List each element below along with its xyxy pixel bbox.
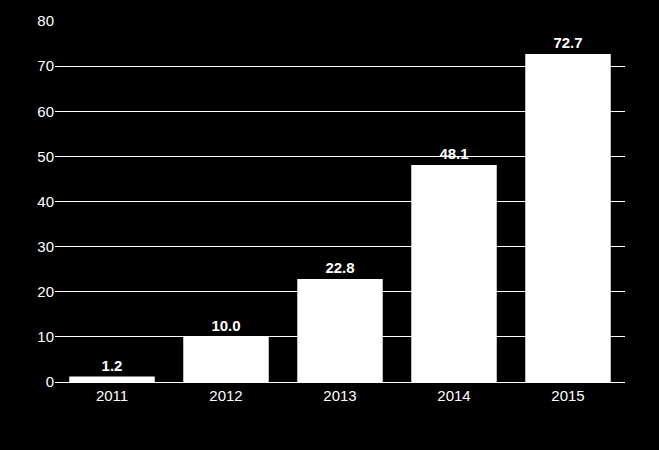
svg-text:40: 40 — [37, 193, 54, 210]
svg-text:2015: 2015 — [551, 387, 584, 404]
svg-text:48.1: 48.1 — [439, 145, 468, 162]
svg-text:60: 60 — [37, 103, 54, 120]
svg-text:72.7: 72.7 — [553, 34, 582, 51]
svg-text:70: 70 — [37, 57, 54, 74]
svg-text:2014: 2014 — [437, 387, 470, 404]
svg-text:50: 50 — [37, 148, 54, 165]
svg-text:20: 20 — [37, 283, 54, 300]
svg-text:10: 10 — [37, 328, 54, 345]
svg-text:10.0: 10.0 — [211, 317, 240, 334]
svg-text:2012: 2012 — [209, 387, 242, 404]
svg-text:22.8: 22.8 — [325, 259, 354, 276]
svg-text:0: 0 — [46, 373, 54, 390]
svg-text:2011: 2011 — [96, 387, 128, 404]
svg-text:30: 30 — [37, 238, 54, 255]
svg-text:80: 80 — [37, 12, 54, 29]
svg-text:1.2: 1.2 — [102, 357, 123, 374]
svg-text:2013: 2013 — [323, 387, 356, 404]
